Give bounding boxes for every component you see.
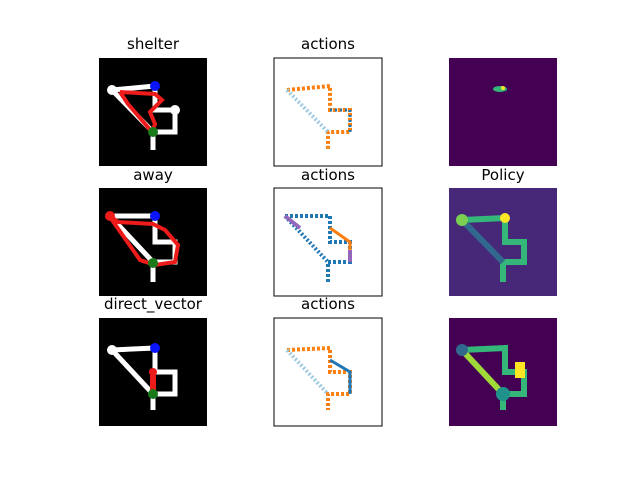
value-track-diagonal — [459, 347, 506, 397]
start-marker — [150, 81, 160, 91]
node-marker — [105, 211, 115, 221]
value-background — [449, 58, 557, 166]
panel-0-1: actions — [273, 35, 383, 167]
panel-title: Policy — [481, 166, 524, 184]
panel-title: away — [133, 166, 173, 184]
panel-1-1: actions — [273, 166, 383, 297]
panel-0-2 — [449, 58, 557, 166]
agent-path — [118, 90, 165, 136]
action-trace-b — [283, 214, 330, 264]
panel-title: actions — [301, 35, 355, 53]
node-marker — [107, 85, 117, 95]
start-marker — [150, 211, 160, 221]
panel-2-2 — [449, 318, 557, 426]
panel-1-2: Policy — [449, 166, 557, 296]
start-marker — [150, 343, 160, 353]
value-spot-peak — [501, 86, 505, 90]
node-marker — [107, 345, 117, 355]
action-trace-d — [283, 214, 302, 230]
action-trace-c — [330, 108, 352, 132]
value-hotspot — [515, 362, 525, 378]
goal-marker — [148, 127, 158, 137]
value-node — [496, 387, 510, 401]
value-node — [456, 214, 468, 226]
goal-marker — [148, 389, 158, 399]
panel-1-0: away — [99, 166, 207, 296]
agent-path — [108, 214, 181, 268]
node-marker — [149, 368, 157, 376]
goal-marker — [148, 258, 158, 268]
panel-title: direct_vector — [104, 295, 203, 314]
value-spot — [493, 86, 507, 92]
panel-title: actions — [301, 295, 355, 313]
panel-2-0: direct_vector — [99, 295, 207, 426]
action-trace-b — [285, 88, 330, 134]
value-node — [500, 213, 510, 223]
panel-2-1: actions — [273, 295, 383, 427]
value-node — [456, 344, 468, 356]
panel-title: actions — [301, 166, 355, 184]
panel-0-0: shelter — [99, 35, 207, 166]
action-trace-c — [329, 358, 352, 394]
panel-title: shelter — [127, 35, 180, 53]
value-track-diagonal — [459, 217, 506, 265]
node-marker — [170, 105, 180, 115]
